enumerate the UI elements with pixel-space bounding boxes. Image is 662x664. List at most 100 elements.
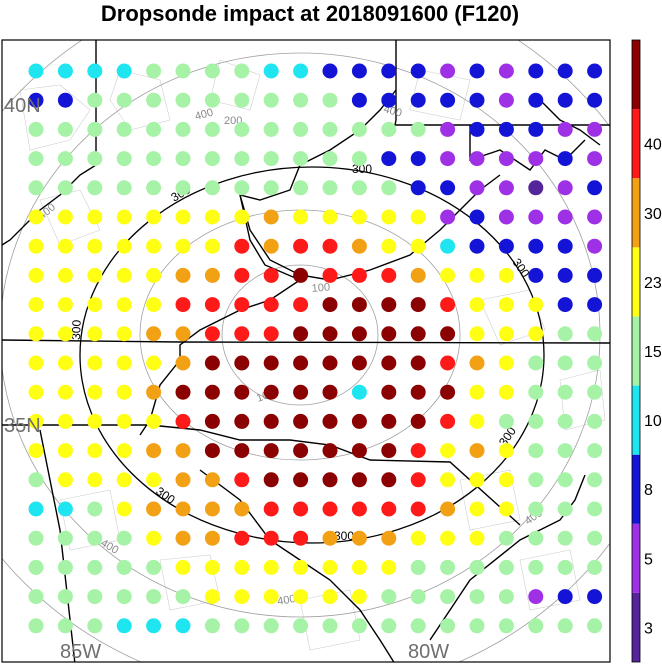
impact-dot (557, 472, 573, 488)
impact-dot (322, 443, 338, 459)
impact-dot (528, 530, 544, 546)
impact-dot (410, 121, 426, 137)
impact-dot (528, 180, 544, 196)
impact-dot (204, 443, 220, 459)
impact-dot (469, 530, 485, 546)
impact-dot (351, 413, 367, 429)
impact-dot (175, 443, 191, 459)
impact-dot (469, 63, 485, 79)
colorbar-bin (632, 316, 640, 386)
impact-dot (204, 267, 220, 283)
impact-dot (557, 151, 573, 167)
impact-dot (587, 472, 603, 488)
impact-dot (469, 618, 485, 634)
impact-dot (234, 267, 250, 283)
impact-dot (528, 151, 544, 167)
impact-dot (28, 121, 44, 137)
impact-dot (293, 92, 309, 108)
impact-dot (116, 121, 132, 137)
impact-dot (263, 297, 279, 313)
impact-dot (293, 121, 309, 137)
impact-dot (587, 530, 603, 546)
impact-dot (469, 209, 485, 225)
impact-dot (557, 443, 573, 459)
impact-dot (440, 559, 456, 575)
impact-dot (263, 121, 279, 137)
impact-dot (234, 559, 250, 575)
impact-dot (293, 618, 309, 634)
impact-dot (557, 180, 573, 196)
impact-dot (557, 413, 573, 429)
colorbar-bin (632, 592, 640, 662)
impact-dot (557, 326, 573, 342)
impact-dot (351, 589, 367, 605)
impact-dot (57, 443, 73, 459)
impact-dot (28, 501, 44, 517)
impact-dot (28, 355, 44, 371)
impact-dot (410, 63, 426, 79)
impact-dot (146, 501, 162, 517)
colorbar-bin (632, 385, 640, 455)
impact-dot (57, 121, 73, 137)
impact-dot (469, 355, 485, 371)
impact-dot (587, 297, 603, 313)
impact-dot (57, 472, 73, 488)
impact-dot (440, 180, 456, 196)
impact-dot (57, 92, 73, 108)
impact-dot (87, 472, 103, 488)
impact-dot (175, 618, 191, 634)
impact-dot (204, 413, 220, 429)
impact-dot (381, 180, 397, 196)
contour-label-7: 300 (334, 529, 354, 543)
impact-dot (322, 151, 338, 167)
impact-dot (381, 413, 397, 429)
impact-dot (116, 384, 132, 400)
impact-dot (587, 355, 603, 371)
impact-dot (263, 238, 279, 254)
impact-dot (263, 384, 279, 400)
impact-dot (28, 267, 44, 283)
impact-dot (381, 384, 397, 400)
impact-dot (440, 151, 456, 167)
impact-dot (469, 267, 485, 283)
impact-dot (587, 63, 603, 79)
impact-dot (587, 413, 603, 429)
impact-dot (528, 297, 544, 313)
impact-dot (87, 238, 103, 254)
impact-dot (498, 413, 514, 429)
impact-dot (469, 326, 485, 342)
impact-dot (440, 92, 456, 108)
impact-dot (469, 384, 485, 400)
impact-dot (322, 209, 338, 225)
impact-dot (351, 472, 367, 488)
impact-dot (410, 92, 426, 108)
impact-dot (351, 151, 367, 167)
impact-dot (498, 355, 514, 371)
impact-dot (440, 238, 456, 254)
impact-dot (410, 530, 426, 546)
impact-dot (557, 530, 573, 546)
impact-dot (410, 443, 426, 459)
impact-dot (234, 618, 250, 634)
impact-dot (557, 501, 573, 517)
impact-dot (557, 297, 573, 313)
contour-300 (79, 166, 545, 544)
impact-dot (351, 559, 367, 575)
impact-dot (498, 618, 514, 634)
impact-dot (116, 151, 132, 167)
impact-dot (28, 443, 44, 459)
impact-dot (204, 589, 220, 605)
impact-dot (234, 472, 250, 488)
impact-dot (234, 501, 250, 517)
impact-dot (440, 121, 456, 137)
colorbar-bin (632, 178, 640, 248)
impact-dot (381, 238, 397, 254)
colorbar-tick-label: 40 (644, 137, 662, 154)
impact-dot (410, 209, 426, 225)
impact-dot (293, 559, 309, 575)
impact-dot (263, 92, 279, 108)
impact-dot (263, 267, 279, 283)
impact-dot (557, 384, 573, 400)
impact-dot (293, 209, 309, 225)
impact-dot (587, 238, 603, 254)
